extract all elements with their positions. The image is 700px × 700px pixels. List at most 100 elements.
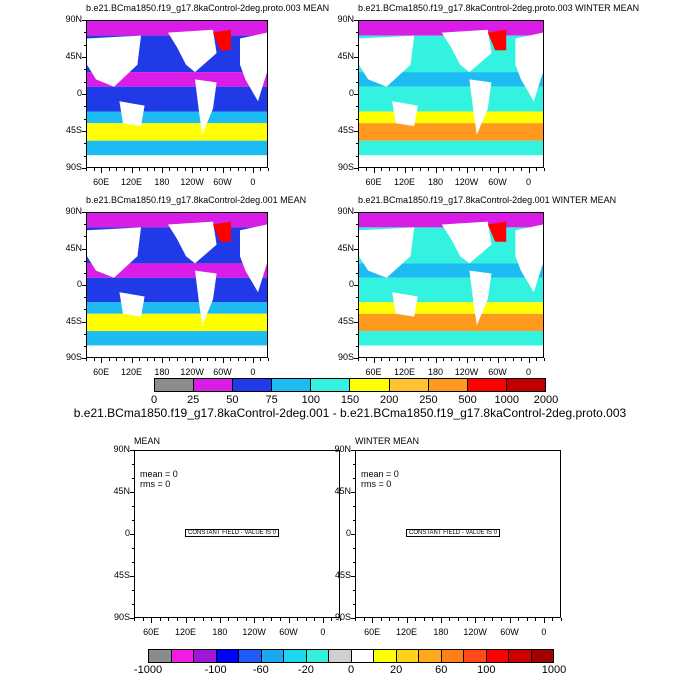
- south-mid-band: [359, 302, 543, 314]
- colorbar-level: 2000: [533, 394, 559, 406]
- map-ylabel: 45S: [65, 125, 82, 135]
- diff-yminor: [132, 562, 134, 563]
- land-australia: [392, 292, 418, 317]
- tropic-south-band: [87, 86, 267, 112]
- map-xlabel: 60W: [488, 367, 507, 377]
- land-south-america: [469, 270, 492, 326]
- colorbar-swatch: [464, 650, 487, 662]
- map-xminor: [245, 358, 247, 361]
- colorbar-swatch: [531, 650, 553, 662]
- map-title: b.e21.BCma1850.f19_g17.8kaControl-2deg.0…: [86, 195, 307, 205]
- map-yminor: [84, 32, 86, 34]
- map-yminor: [84, 118, 86, 120]
- land-north-america: [441, 221, 492, 264]
- diff-yminor: [132, 506, 134, 507]
- diff-yminor: [132, 478, 134, 479]
- map-xminor: [373, 358, 375, 361]
- map-xminor: [420, 358, 421, 361]
- map-yminor: [356, 143, 358, 145]
- diff-xlabel: 180: [212, 627, 228, 637]
- map-xminor: [252, 358, 254, 361]
- diff-xminor: [305, 618, 307, 621]
- diff-xminor: [314, 618, 316, 621]
- diff-xminor: [245, 618, 247, 621]
- map-yminor: [84, 236, 86, 238]
- diff-xminor: [176, 618, 178, 621]
- map-title: b.e21.BCma1850.f19_g17.8kaControl-2deg.0…: [358, 195, 617, 205]
- map-yminor: [84, 248, 86, 250]
- map-xminor: [207, 358, 209, 361]
- map-xminor: [237, 358, 239, 361]
- colorbar-level: 250: [419, 394, 438, 406]
- diff-yminor: [353, 450, 355, 451]
- map-yminor: [356, 155, 358, 157]
- tropic-north-band: [87, 72, 267, 87]
- land-north-america: [168, 221, 217, 264]
- diff-xminor: [509, 618, 511, 621]
- map-xminor: [207, 168, 209, 171]
- diff-yminor: [353, 604, 355, 605]
- diff-yminor: [353, 590, 355, 591]
- map-xminor: [505, 358, 507, 361]
- diff-xminor: [279, 618, 281, 621]
- map-yminor: [356, 57, 358, 58]
- map-xminor: [489, 358, 491, 361]
- map-ylabel: 90N: [65, 14, 82, 24]
- land-australia: [392, 101, 418, 127]
- colorbar-level: 20: [389, 664, 403, 676]
- land-asia: [359, 227, 415, 278]
- land-north-america: [168, 29, 217, 73]
- colorbar-swatch: [306, 650, 329, 662]
- diff-ylabel: 45S: [334, 570, 351, 580]
- map-ylabel: 90S: [337, 352, 354, 362]
- map-yminor: [84, 143, 86, 145]
- diff-yminor: [132, 450, 134, 451]
- diff-ylabel: 45N: [334, 486, 351, 496]
- diff-xminor: [423, 618, 425, 621]
- land-south-america: [469, 79, 492, 135]
- colorbar-swatch: [441, 650, 464, 662]
- map-xlabel: 180: [154, 177, 170, 187]
- diff-ylabel: 90S: [113, 612, 130, 622]
- map-xlabel: 60E: [93, 367, 110, 377]
- diff-yminor: [353, 548, 355, 549]
- map-ylabel: 90N: [337, 14, 354, 24]
- diff-xminor: [475, 618, 477, 621]
- map-xminor: [458, 168, 460, 171]
- constant-field-label: CONSTANT FIELD - VALUE IS 0: [406, 529, 501, 537]
- diff-yminor: [132, 576, 134, 577]
- map-xminor: [230, 358, 232, 361]
- land-asia: [87, 227, 141, 278]
- diff-xminor: [406, 618, 408, 621]
- colorbar-level: 1000: [541, 664, 567, 676]
- diff-yminor: [353, 464, 355, 465]
- subpolar-band: [359, 331, 543, 346]
- diff-ylabel: 45N: [113, 486, 130, 496]
- antarctica-band: [87, 155, 267, 167]
- diff-xminor: [552, 618, 554, 621]
- map-xminor: [146, 168, 148, 171]
- colorbar-level: 100: [477, 664, 496, 676]
- diff-xminor: [340, 618, 341, 621]
- diff-xlabel: 60W: [279, 627, 298, 637]
- diff-xminor: [185, 618, 187, 621]
- diff-xminor: [543, 618, 545, 621]
- map-yminor: [84, 260, 86, 262]
- diff-xminor: [151, 618, 153, 621]
- map-xminor: [381, 168, 383, 171]
- map-xminor: [451, 358, 452, 361]
- map-xminor: [520, 358, 522, 361]
- map-xminor: [528, 168, 530, 171]
- map-xminor: [116, 168, 118, 171]
- map-yminor: [356, 20, 358, 21]
- diff-xlabel: 120E: [395, 627, 418, 637]
- map-xminor: [86, 358, 87, 361]
- land-north-america: [441, 29, 492, 73]
- map-xminor: [192, 358, 194, 361]
- north-atlantic-max: [213, 221, 231, 242]
- colorbar-absolute: [154, 378, 546, 392]
- map-yminor: [84, 131, 86, 132]
- map-xlabel: 120W: [454, 177, 479, 187]
- map-xminor: [420, 168, 421, 171]
- map-yminor: [356, 69, 358, 71]
